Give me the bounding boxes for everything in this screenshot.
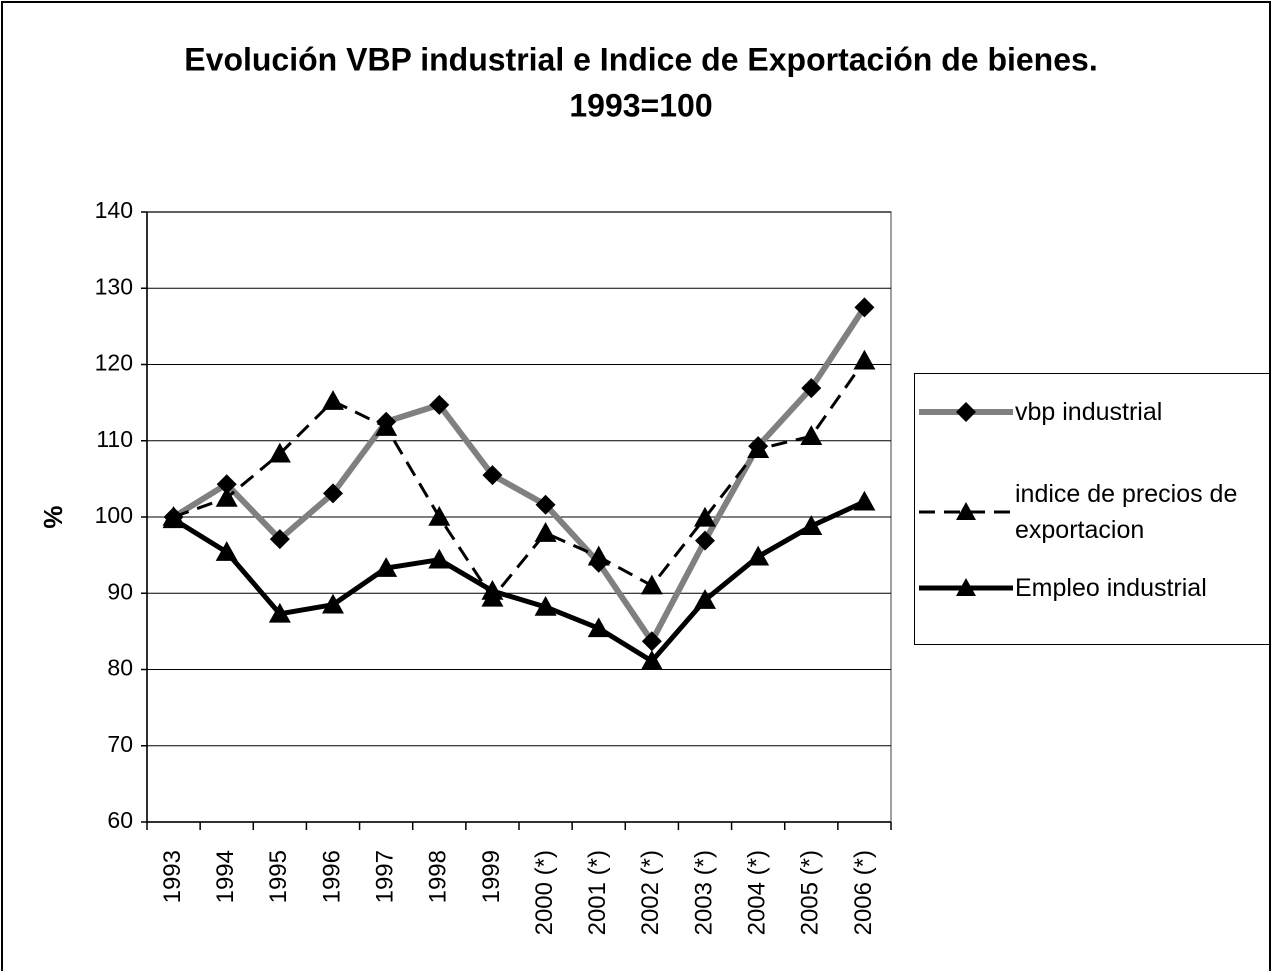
data-point	[322, 593, 344, 614]
data-point	[801, 378, 822, 399]
data-point	[481, 579, 504, 600]
legend-swatch	[919, 402, 1013, 422]
data-point	[375, 557, 398, 577]
data-point	[215, 486, 238, 507]
legend-marker	[956, 402, 976, 422]
legend: vbp industrial indice de precios de expor…	[914, 373, 1270, 645]
data-point	[800, 425, 823, 445]
data-point	[215, 541, 238, 561]
data-point	[747, 545, 770, 566]
data-point	[482, 465, 503, 486]
legend-item: vbp industrial	[915, 394, 1269, 430]
legend-label: Empleo industrial	[1015, 574, 1207, 602]
data-point	[800, 515, 823, 535]
data-point	[640, 650, 663, 670]
data-point	[429, 394, 450, 415]
data-point	[534, 522, 557, 542]
y-tick-label: 70	[107, 731, 133, 757]
data-point	[747, 438, 770, 458]
x-tick-label: 2005 (*)	[797, 850, 824, 935]
data-point	[853, 349, 876, 370]
series-line	[172, 499, 866, 664]
legend-swatch	[919, 578, 1013, 596]
y-axis-label: %	[38, 505, 68, 528]
x-tick-label: 1994	[212, 850, 239, 903]
chart-title: Evolución VBP industrial e Indice de Exp…	[184, 41, 1097, 77]
data-point	[162, 508, 185, 529]
data-point	[535, 494, 556, 515]
data-point	[854, 297, 875, 318]
data-point	[694, 589, 716, 609]
x-tick-label: 2001 (*)	[584, 850, 611, 935]
y-tick-label: 100	[95, 502, 133, 528]
x-tick-label: 1993	[159, 850, 186, 903]
data-point	[269, 529, 290, 550]
data-point	[587, 545, 610, 566]
legend-marker	[956, 502, 976, 520]
x-tick-label: 1995	[265, 850, 292, 903]
data-point	[428, 548, 451, 569]
y-tick-label: 90	[107, 578, 133, 604]
x-tick-label: 1997	[371, 850, 398, 903]
series-line	[173, 359, 866, 600]
data-point	[268, 442, 291, 463]
data-point	[323, 483, 343, 504]
x-tick-label: 1998	[425, 850, 452, 903]
data-point	[640, 574, 663, 595]
legend-item: Empleo industrial	[915, 570, 1269, 606]
data-point	[641, 631, 662, 652]
x-tick-label: 2004 (*)	[743, 850, 770, 935]
x-tick-label: 1999	[478, 850, 505, 903]
data-point	[322, 390, 344, 410]
y-tick-label: 80	[107, 655, 133, 681]
y-tick-label: 60	[107, 807, 133, 833]
data-point	[587, 617, 610, 638]
chart-subtitle: 1993=100	[569, 87, 712, 123]
data-point	[694, 506, 716, 527]
data-point	[375, 416, 398, 436]
legend-swatch	[919, 502, 1013, 520]
x-tick-label: 2003 (*)	[690, 850, 717, 935]
legend-label: indice de precios de exportacion	[1015, 480, 1238, 544]
y-tick-label: 140	[95, 197, 133, 223]
legend-marker	[956, 578, 976, 596]
data-point	[428, 506, 451, 526]
data-point	[216, 474, 237, 495]
x-tick-label: 2000 (*)	[531, 850, 558, 935]
x-tick-label: 2002 (*)	[637, 850, 664, 935]
data-point	[534, 595, 557, 616]
data-point	[695, 530, 715, 551]
y-tick-label: 120	[95, 350, 133, 376]
y-tick-label: 110	[96, 426, 133, 452]
x-tick-label: 2006 (*)	[850, 850, 877, 935]
data-point	[268, 602, 291, 623]
y-tick-label: 130	[95, 273, 133, 299]
legend-item: indice de precios de exportacion	[915, 476, 1269, 548]
x-tick-label: 1996	[318, 850, 345, 903]
data-point	[853, 490, 876, 511]
legend-label: vbp industrial	[1015, 398, 1163, 426]
series-line	[171, 305, 867, 645]
